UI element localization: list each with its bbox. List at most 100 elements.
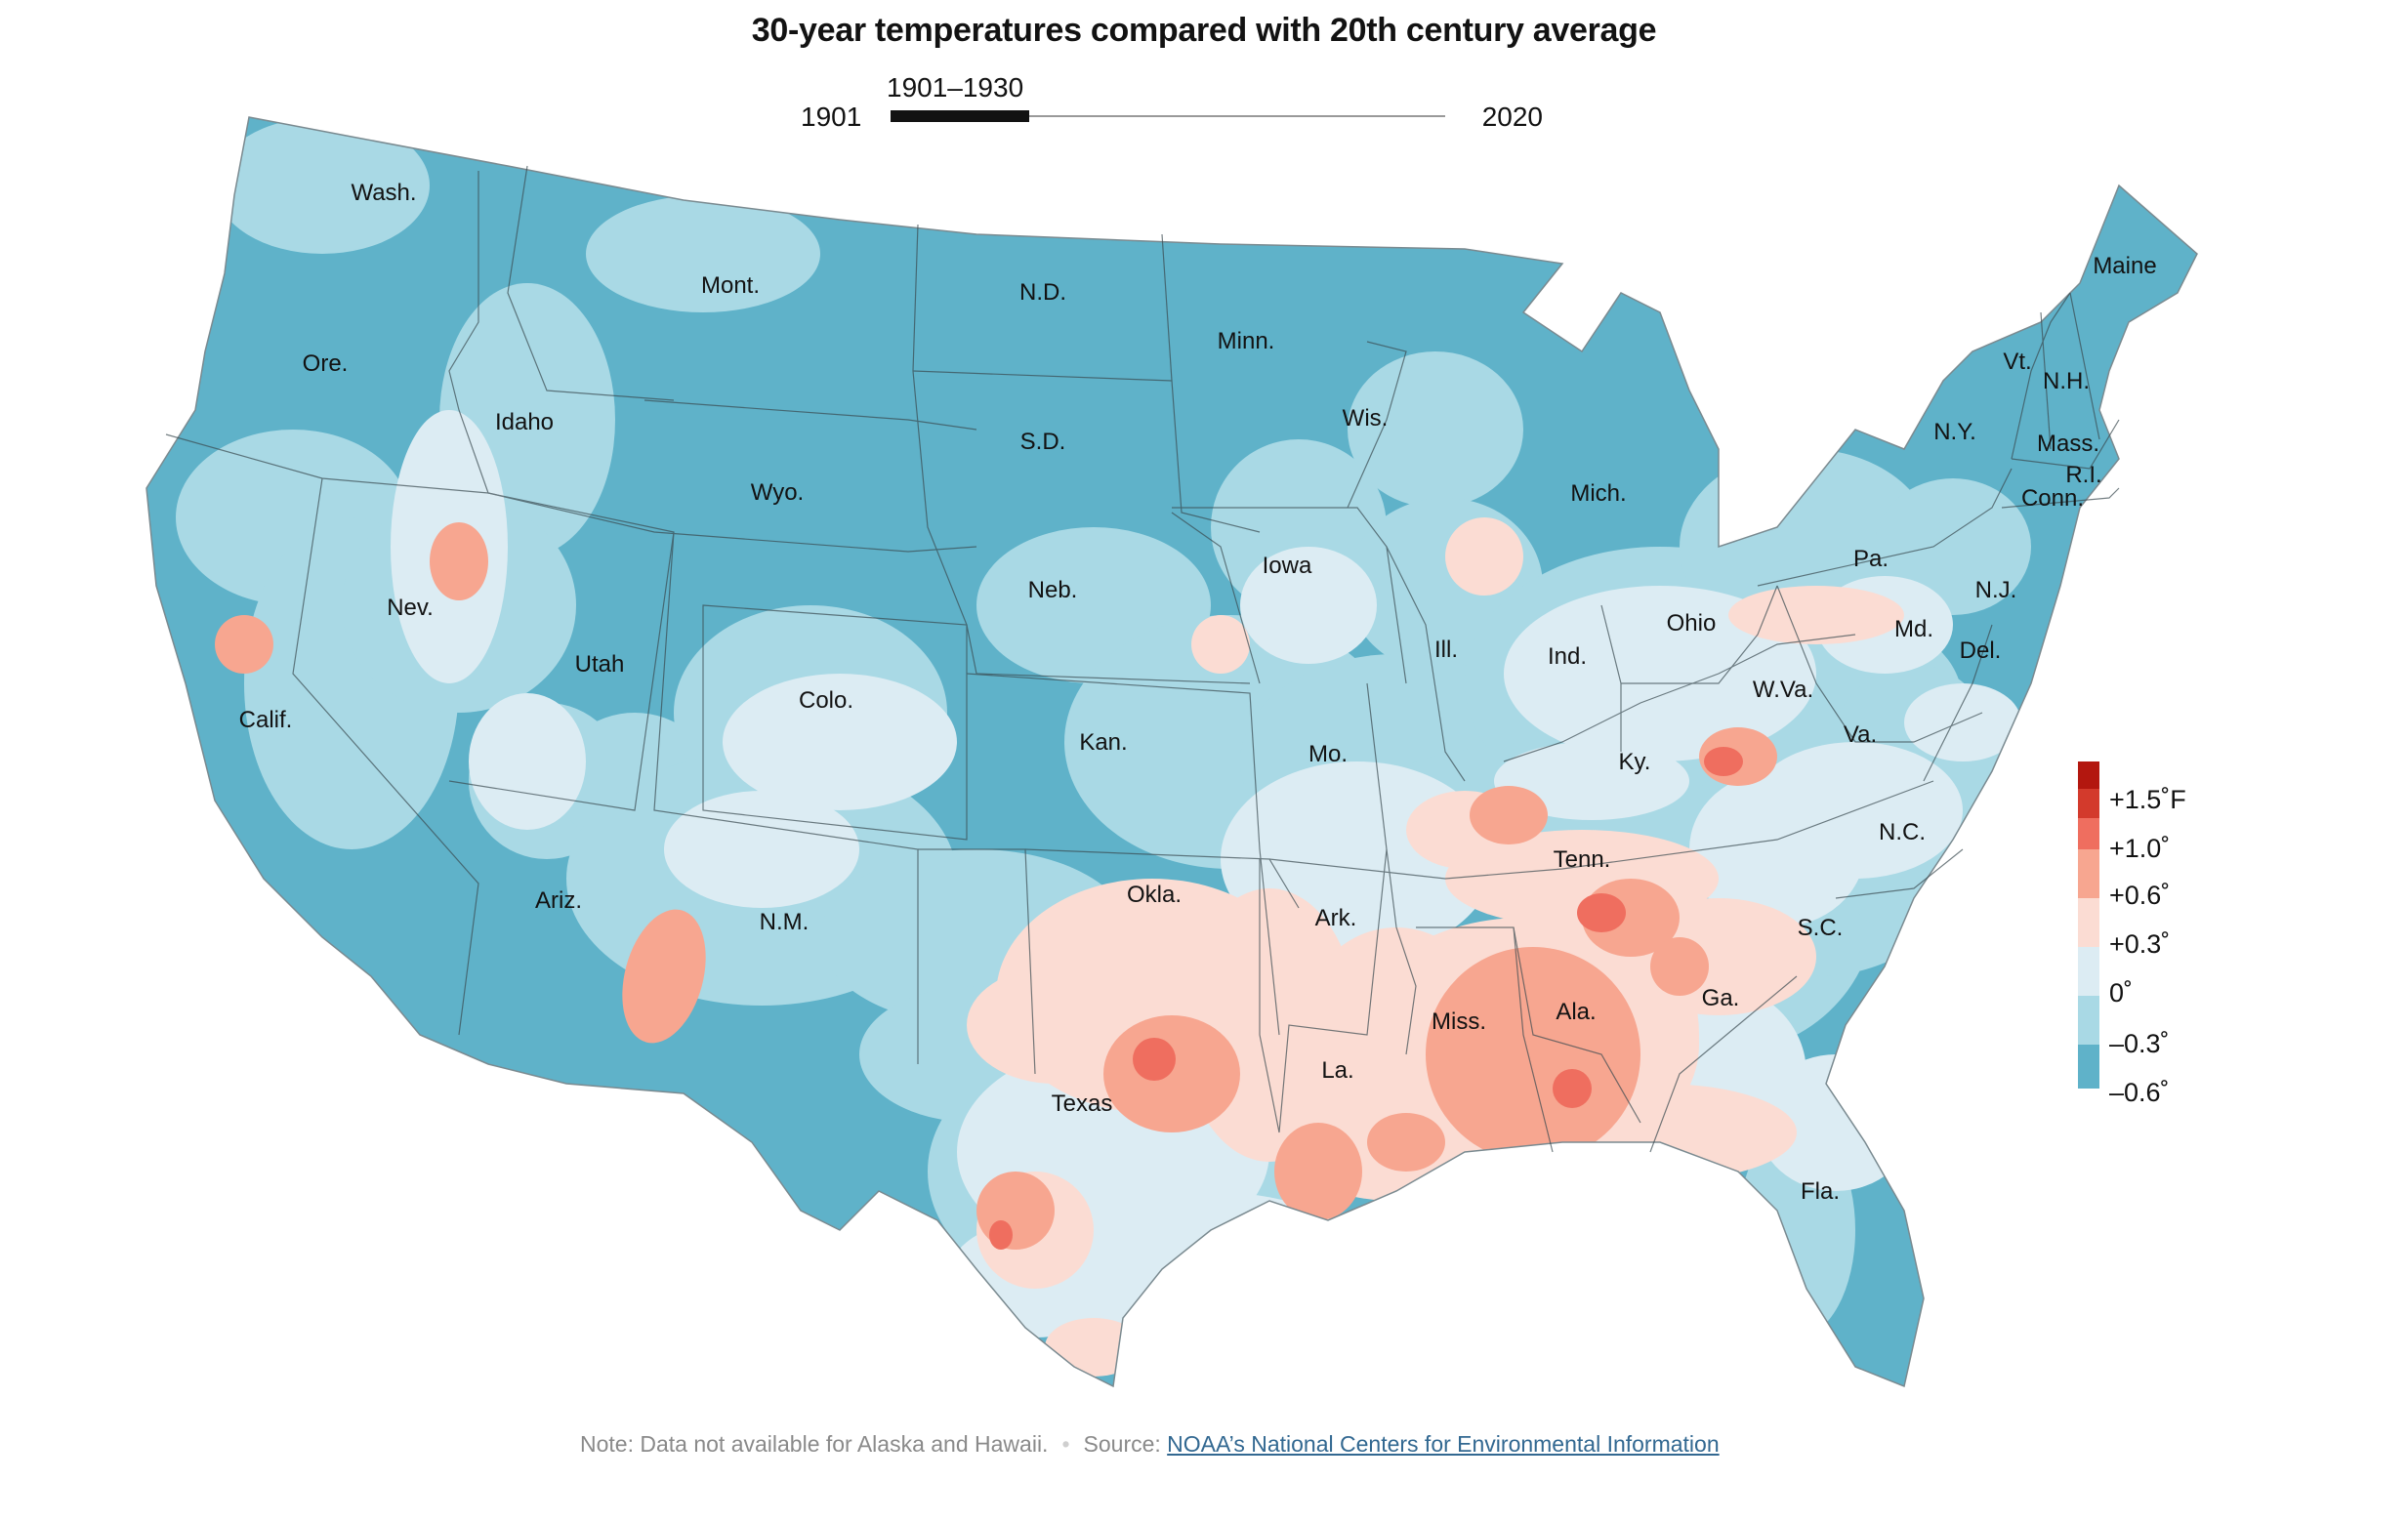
- state-label-ny: N.Y.: [1933, 419, 1976, 445]
- state-label-miss: Miss.: [1432, 1008, 1486, 1035]
- state-label-mont: Mont.: [701, 272, 760, 299]
- legend-tick-label: +1.5˚F: [2109, 785, 2186, 814]
- legend-tick-label: –0.6˚: [2109, 1078, 2170, 1107]
- separator-dot: •: [1061, 1431, 1070, 1457]
- state-label-okla: Okla.: [1127, 882, 1182, 908]
- state-label-md: Md.: [1894, 616, 1933, 642]
- state-label-maine: Maine: [2093, 253, 2156, 279]
- hot-region: [1553, 1069, 1592, 1108]
- state-label-nh: N.H.: [2043, 368, 2090, 394]
- warm-region: [976, 1172, 1055, 1250]
- state-label-sd: S.D.: [1020, 429, 1066, 455]
- state-label-la: La.: [1321, 1057, 1353, 1084]
- slight-warm-region: [967, 967, 1142, 1084]
- state-label-va: Va.: [1844, 721, 1877, 748]
- state-label-colo: Colo.: [799, 687, 853, 714]
- state-label-minn: Minn.: [1218, 328, 1275, 354]
- source-prefix: Source:: [1083, 1431, 1161, 1457]
- legend-tick-label: +0.6˚: [2109, 881, 2171, 910]
- warm-region: [1274, 1123, 1362, 1220]
- state-label-ohio: Ohio: [1667, 610, 1717, 637]
- slider-window-handle[interactable]: [891, 110, 1029, 122]
- us-outline: [145, 116, 2198, 1388]
- state-label-mo: Mo.: [1308, 741, 1348, 767]
- state-label-pa: Pa.: [1853, 546, 1889, 572]
- state-label-ark: Ark.: [1315, 905, 1357, 931]
- state-label-wis: Wis.: [1343, 405, 1389, 432]
- slight-cool-region: [469, 693, 586, 830]
- state-label-calif: Calif.: [239, 707, 293, 733]
- state-label-ariz: Ariz.: [535, 887, 582, 914]
- state-label-fla: Fla.: [1801, 1178, 1840, 1205]
- state-label-nc: N.C.: [1879, 819, 1926, 845]
- hot-region: [1704, 747, 1743, 776]
- slight-cool-region: [723, 674, 957, 810]
- warm-region: [1103, 1015, 1240, 1132]
- legend-swatch: [2078, 761, 2099, 789]
- state-label-ore: Ore.: [303, 350, 349, 377]
- slight-warm-region: [1045, 1318, 1142, 1377]
- legend-tick-label: –0.3˚: [2109, 1029, 2170, 1058]
- slight-cool-region: [1504, 586, 1816, 761]
- slight-warm-region: [1728, 586, 1904, 644]
- warm-region: [1470, 786, 1548, 844]
- state-label-iowa: Iowa: [1263, 553, 1312, 579]
- state-label-texas: Texas: [1052, 1090, 1113, 1117]
- slider-end-label: 2020: [1481, 102, 1543, 132]
- hot-region: [1133, 1038, 1176, 1081]
- legend-tick-label: +1.0˚: [2109, 834, 2171, 863]
- state-label-utah: Utah: [575, 651, 625, 678]
- warm-region: [215, 615, 273, 674]
- legend-tick-label: 0˚: [2109, 978, 2134, 1008]
- slider-track[interactable]: [891, 115, 1445, 117]
- state-label-nj: N.J.: [1975, 577, 2017, 603]
- slight-cool-region: [1240, 547, 1377, 664]
- footnote: Note: Data not available for Alaska and …: [580, 1427, 1752, 1460]
- warm-region: [430, 522, 488, 600]
- state-label-nm: N.M.: [760, 909, 810, 935]
- state-label-conn: Conn.: [2021, 485, 2084, 512]
- legend-swatch: [2078, 789, 2099, 818]
- warm-region: [622, 909, 706, 1044]
- slight-cool-region: [1494, 742, 1689, 820]
- warm-region: [1650, 937, 1709, 996]
- state-borders: [165, 165, 2120, 1153]
- legend-swatch: [2078, 849, 2099, 898]
- legend-swatch: [2078, 898, 2099, 947]
- state-label-mich: Mich.: [1570, 480, 1626, 507]
- time-slider[interactable]: 1901 1901–1930 2020: [801, 70, 1543, 139]
- cool-region: [586, 195, 820, 312]
- state-label-nev: Nev.: [387, 595, 434, 621]
- state-label-wva: W.Va.: [1753, 677, 1813, 703]
- warm-region: [1426, 947, 1640, 1162]
- state-label-del: Del.: [1960, 638, 2002, 664]
- state-label-sc: S.C.: [1798, 915, 1844, 941]
- slight-warm-region: [1191, 615, 1250, 674]
- legend-swatch: [2078, 818, 2099, 849]
- state-label-ala: Ala.: [1556, 999, 1596, 1025]
- slider-start-label: 1901: [801, 102, 862, 132]
- chart-title: 30-year temperatures compared with 20th …: [751, 12, 1657, 49]
- legend-tick-label: +0.3˚: [2109, 929, 2171, 959]
- state-label-mass: Mass.: [2037, 431, 2099, 457]
- state-label-tenn: Tenn.: [1554, 846, 1611, 873]
- slider-window-label: 1901–1930: [887, 72, 1024, 103]
- slight-warm-region: [1445, 517, 1523, 596]
- warm-region: [1367, 1113, 1445, 1172]
- hot-region: [1577, 893, 1626, 932]
- slight-cool-region: [664, 791, 859, 908]
- state-labels: Wash. Ore. Calif. Idaho Nev. Mont. Wyo. Utah Ari…: [239, 180, 2157, 1205]
- state-label-nd: N.D.: [1019, 279, 1066, 306]
- cool-region: [1348, 351, 1523, 508]
- state-label-wyo: Wyo.: [751, 479, 804, 506]
- state-label-neb: Neb.: [1028, 577, 1078, 603]
- slight-cool-region: [1904, 683, 2021, 761]
- cool-region: [215, 117, 430, 254]
- state-label-ga: Ga.: [1702, 985, 1740, 1011]
- state-label-wash: Wash.: [351, 180, 416, 206]
- note-text: Note: Data not available for Alaska and …: [580, 1431, 1049, 1457]
- state-label-ind: Ind.: [1548, 643, 1587, 670]
- source-link[interactable]: NOAA’s National Centers for Environmenta…: [1167, 1431, 1720, 1457]
